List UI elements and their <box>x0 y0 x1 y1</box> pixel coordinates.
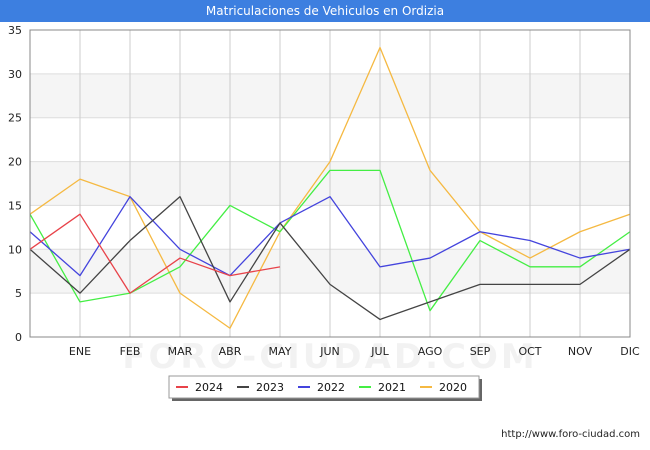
legend-label-2021: 2021 <box>378 381 406 394</box>
y-tick-label: 0 <box>15 331 22 344</box>
y-tick-label: 25 <box>8 112 22 125</box>
y-tick-label: 20 <box>8 156 22 169</box>
chart-title: Matriculaciones de Vehiculos en Ordizia <box>0 0 650 22</box>
x-tick-label: JUN <box>319 345 340 358</box>
x-tick-label: JUL <box>370 345 389 358</box>
x-tick-label: ENE <box>69 345 91 358</box>
series-line-2024 <box>29 213 281 294</box>
x-tick-label: DIC <box>620 345 640 358</box>
series-lines <box>29 46 631 329</box>
y-tick-label: 5 <box>15 287 22 300</box>
y-tick-label: 30 <box>8 68 22 81</box>
x-tick-label: AGO <box>418 345 443 358</box>
y-axis-labels: 0 5 10 15 20 25 30 35 <box>8 24 22 344</box>
y-tick-label: 10 <box>8 243 22 256</box>
legend-box <box>168 375 480 399</box>
x-tick-label: MAR <box>168 345 193 358</box>
x-tick-label: MAY <box>269 345 292 358</box>
legend: 2024 2023 2022 2021 2020 <box>168 375 482 401</box>
legend-label-2020: 2020 <box>439 381 467 394</box>
watermark: FORO-CIUDAD.COM <box>122 337 538 377</box>
legend-label-2022: 2022 <box>317 381 345 394</box>
x-tick-label: OCT <box>518 345 541 358</box>
plot-frame <box>29 29 631 338</box>
x-tick-label: SEP <box>470 345 491 358</box>
x-axis-labels: ENE FEB MAR ABR MAY JUN JUL AGO SEP OCT NOV DIC <box>69 345 640 358</box>
series-line-2023 <box>29 196 631 321</box>
legend-label-2023: 2023 <box>256 381 284 394</box>
series-line-2022 <box>29 196 631 277</box>
x-tick-label: FEB <box>120 345 141 358</box>
x-tick-label: ABR <box>219 345 242 358</box>
source-url: http://www.foro-ciudad.com <box>501 429 640 440</box>
y-tick-label: 15 <box>8 199 22 212</box>
y-tick-label: 35 <box>8 24 22 37</box>
legend-label-2024: 2024 <box>195 381 223 394</box>
x-tick-label: NOV <box>568 345 593 358</box>
